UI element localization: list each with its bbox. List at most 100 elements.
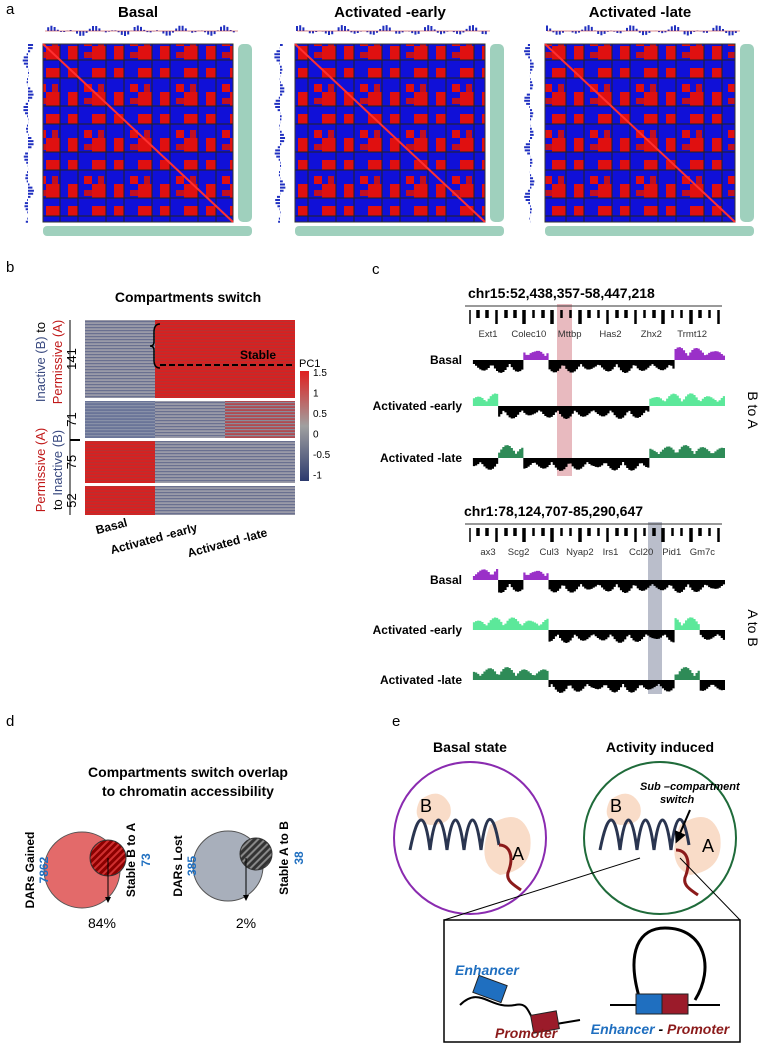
column-label: Activated -late xyxy=(186,525,269,560)
heatmap-block xyxy=(225,441,295,483)
row-count: 52 xyxy=(64,493,79,507)
bar-bottom xyxy=(43,226,252,236)
state-title: Basal state xyxy=(433,739,507,755)
track-negative xyxy=(548,630,725,643)
blob xyxy=(416,793,451,825)
promoter-box xyxy=(530,1010,560,1034)
venn-label: Stable A to B xyxy=(277,821,291,895)
gene-name: ax3 xyxy=(480,547,495,558)
promoter-label: Promoter xyxy=(495,1025,559,1041)
gene-ticks xyxy=(469,310,720,324)
diagonal xyxy=(42,43,234,223)
heatmap-block xyxy=(155,441,225,483)
heatmap-block xyxy=(85,441,155,483)
track-negative xyxy=(472,458,650,471)
chromatin xyxy=(598,817,691,851)
map-title: Activated -late xyxy=(589,4,692,21)
gene-name: Cul3 xyxy=(539,547,559,558)
eigen-track xyxy=(22,44,34,223)
gene-name: Gm7c xyxy=(690,547,716,558)
track-positive xyxy=(498,445,725,458)
venn-circle xyxy=(239,837,273,871)
eigen-track xyxy=(524,44,535,223)
gene-name: Ext1 xyxy=(478,329,497,340)
track-label: Activated -late xyxy=(380,451,462,465)
row-count: 71 xyxy=(64,412,79,426)
track-label: Activated -early xyxy=(373,399,463,413)
panel-a: Basal Activated -early Activated -late xyxy=(22,4,754,236)
gene-name: Irs1 xyxy=(603,547,619,558)
venn-label: Stable B to A xyxy=(124,823,138,898)
compartment-label: A xyxy=(512,844,524,864)
switch-direction: A to B xyxy=(745,609,760,646)
zoom-line xyxy=(443,857,641,921)
eigen-track xyxy=(274,44,286,223)
enhancer-box xyxy=(635,993,663,1015)
venn-label: DARs Gained xyxy=(23,832,37,909)
panel-c: chr15:52,438,357-58,447,218 Ext1 Colec10 Mt… xyxy=(373,285,760,694)
panel-title: to chromatin accessibility xyxy=(102,783,274,799)
colorbar-tick: 0 xyxy=(313,430,319,441)
colorbar xyxy=(300,371,309,481)
gene-name: Nyap2 xyxy=(566,547,593,558)
track-label: Activated -late xyxy=(380,673,462,687)
track-negative xyxy=(548,680,725,693)
track-label: Basal xyxy=(430,573,462,587)
region-coords: chr1:78,124,707-85,290,647 xyxy=(464,503,643,519)
heatmap-block xyxy=(155,320,225,398)
switch-direction: B to A xyxy=(745,391,760,429)
track-label: Activated -early xyxy=(373,623,463,637)
arrow xyxy=(674,809,691,844)
track-positive xyxy=(523,347,725,360)
colorbar-tick: 1.5 xyxy=(313,368,327,379)
overlap-percent: 2% xyxy=(236,915,256,931)
panel-label: a xyxy=(6,1,15,18)
gene-name: Pid1 xyxy=(662,547,681,558)
switch-label: Sub –compartment xyxy=(640,781,741,793)
track-negative xyxy=(498,406,650,419)
colorbar-tick: 0.5 xyxy=(313,409,327,420)
row-count: 75 xyxy=(64,455,79,469)
group-label: Inactive (B) to xyxy=(33,322,48,402)
zoom-line xyxy=(679,857,741,921)
gene-ticks xyxy=(469,528,720,542)
bar-right xyxy=(740,44,754,222)
enhancer-box xyxy=(472,974,508,1004)
eigen-track xyxy=(296,25,487,35)
row-count: 141 xyxy=(64,348,79,370)
panel-title: Compartments switch overlap xyxy=(88,764,288,780)
track-positive xyxy=(472,667,700,680)
eigen-track xyxy=(47,25,235,37)
diagonal xyxy=(544,43,736,223)
highlight xyxy=(648,522,662,694)
colorbar-tick: -0.5 xyxy=(313,450,331,461)
venn-count: 73 xyxy=(139,853,153,867)
venn-label: DARs Lost xyxy=(171,835,185,896)
eigen-track xyxy=(546,25,737,36)
basal-nucleus xyxy=(393,761,547,915)
track-label: Basal xyxy=(430,353,462,367)
heatmap-block xyxy=(225,320,295,398)
venn-count: 385 xyxy=(185,856,199,876)
gene-name: Colec10 xyxy=(511,329,546,340)
chromatin xyxy=(408,817,501,851)
gene-name: Trmt12 xyxy=(677,329,707,340)
panel-title: Compartments switch xyxy=(115,289,261,305)
loop xyxy=(632,926,707,1001)
heatmap-block xyxy=(85,401,155,438)
track-positive xyxy=(472,617,700,630)
venn-count: 7862 xyxy=(37,856,51,883)
region-coords: chr15:52,438,357-58,447,218 xyxy=(468,285,655,301)
colorbar-tick: -1 xyxy=(313,471,322,482)
colorbar-title: PC1 xyxy=(299,358,320,370)
chromatin xyxy=(498,843,522,892)
switch-label: switch xyxy=(660,794,695,806)
bar-right xyxy=(490,44,504,222)
colorbar-tick: 1 xyxy=(313,389,319,400)
heatmap-block xyxy=(85,320,155,398)
bar-right xyxy=(238,44,252,222)
compartment-label: B xyxy=(610,796,622,816)
group-label: to Inactive (B) xyxy=(50,430,65,510)
map-title: Activated -early xyxy=(334,4,446,21)
